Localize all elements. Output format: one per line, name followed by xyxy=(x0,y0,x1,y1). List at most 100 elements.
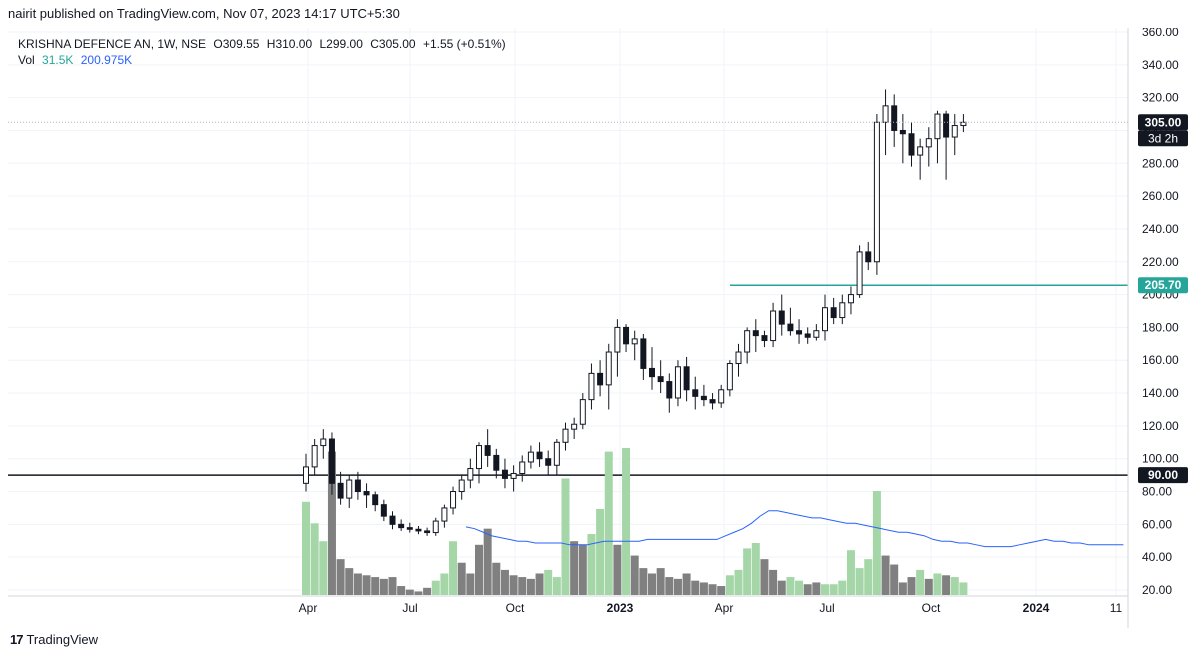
candle-body xyxy=(813,330,820,338)
volume-bar xyxy=(388,577,397,595)
candle-body xyxy=(406,527,413,530)
candle-body xyxy=(700,395,707,401)
candle-body xyxy=(346,479,353,499)
candle-body xyxy=(536,451,543,460)
candle-body xyxy=(718,389,725,404)
volume-bar xyxy=(526,578,535,595)
candle-body xyxy=(441,507,448,522)
volume-bar xyxy=(890,564,899,595)
volume-bar xyxy=(786,577,795,595)
volume-bar xyxy=(898,582,907,595)
candle-body xyxy=(649,367,655,378)
candle-body xyxy=(666,381,673,399)
price-tags: 205.70 90.00 305.00 3d 2h xyxy=(8,114,1188,484)
volume-bar xyxy=(760,559,769,595)
candle-body xyxy=(311,445,318,468)
level-price-tag-bg xyxy=(1138,467,1188,484)
last-price-tag: 305.00 xyxy=(1145,115,1182,129)
volume-bars xyxy=(302,448,968,595)
candle-body xyxy=(337,482,344,499)
volume-bar xyxy=(743,548,752,595)
volume-bar xyxy=(933,573,942,595)
last-price-tag-bg xyxy=(1138,114,1188,131)
candle-body xyxy=(778,310,785,325)
level-price-tag: 205.70 xyxy=(1145,278,1182,292)
y-tick-label: 340.00 xyxy=(1142,58,1179,72)
y-tick-label: 140.00 xyxy=(1142,386,1179,400)
x-tick-label: Oct xyxy=(922,601,941,615)
volume-bar xyxy=(916,569,925,595)
volume-bar xyxy=(596,508,605,595)
candle-body xyxy=(519,461,526,474)
volume-bar xyxy=(959,582,968,595)
candle-body xyxy=(899,129,906,135)
volume-bar xyxy=(604,451,613,595)
x-tick-label: Oct xyxy=(506,601,525,615)
footer-brand[interactable]: 17 TradingView xyxy=(10,632,98,647)
x-tick-label: Apr xyxy=(715,601,734,615)
volume-bar xyxy=(769,569,778,595)
candle-body xyxy=(510,472,517,479)
volume-bar xyxy=(864,559,873,595)
volume-bar xyxy=(751,543,760,595)
candle-body xyxy=(951,125,958,138)
volume-bar xyxy=(362,575,371,595)
candle-body xyxy=(458,479,465,493)
candle-body xyxy=(873,121,880,263)
candle-body xyxy=(424,530,431,534)
volume-bar xyxy=(561,478,570,595)
candle-body xyxy=(752,330,759,337)
volume-bar xyxy=(302,501,310,595)
volume-bar xyxy=(379,578,388,595)
volume-bar xyxy=(500,569,509,595)
candle-body xyxy=(415,528,422,532)
y-tick-label: 280.00 xyxy=(1142,156,1179,170)
horizontal-levels xyxy=(8,284,1128,476)
candle-body xyxy=(354,479,361,493)
candle-body xyxy=(614,326,621,353)
candle-body xyxy=(579,399,586,425)
candle-body xyxy=(891,105,898,131)
volume-bar xyxy=(319,541,328,595)
volume-bar xyxy=(708,584,717,595)
publish-info: nairit published on TradingView.com, Nov… xyxy=(8,6,400,21)
volume-bar xyxy=(509,575,518,595)
candle-body xyxy=(761,335,768,342)
low-value: L299.00 xyxy=(319,37,363,51)
price-chart[interactable]: 360.00340.00320.00300.00280.00260.00240.… xyxy=(8,28,1192,628)
volume-bar xyxy=(725,575,734,595)
volume-ma-line xyxy=(465,510,1124,548)
candle-body xyxy=(631,338,638,345)
y-tick-label: 60.00 xyxy=(1142,517,1172,531)
y-tick-label: 20.00 xyxy=(1142,583,1172,597)
volume-bar xyxy=(397,586,406,595)
candle-body xyxy=(372,494,379,506)
volume-bar xyxy=(613,544,622,595)
volume-bar xyxy=(656,568,665,595)
volume-bar xyxy=(423,587,432,595)
volume-bar xyxy=(345,568,354,595)
y-tick-label: 160.00 xyxy=(1142,353,1179,367)
volume-bar xyxy=(838,580,847,595)
candle-body xyxy=(735,351,742,365)
countdown-tag-bg xyxy=(1138,130,1188,147)
candle-body xyxy=(657,376,664,383)
volume-bar xyxy=(691,580,700,595)
volume-bar xyxy=(630,555,639,595)
candle-body xyxy=(562,428,569,443)
volume-bar xyxy=(492,562,501,595)
volume-bar xyxy=(717,586,726,595)
close-value: C305.00 xyxy=(370,37,416,51)
x-tick-label: 11 xyxy=(1110,601,1123,615)
volume-bar xyxy=(457,562,466,595)
candle-body xyxy=(804,333,811,338)
volume-bar xyxy=(327,451,336,595)
volume-bar xyxy=(310,523,319,595)
y-tick-label: 180.00 xyxy=(1142,320,1179,334)
tradingview-logo-icon: 17 xyxy=(10,632,24,647)
candle-body xyxy=(683,366,690,391)
candle-body xyxy=(545,458,552,466)
y-tick-label: 240.00 xyxy=(1142,222,1179,236)
volume-bar xyxy=(777,580,786,595)
volume-bar xyxy=(552,577,561,595)
